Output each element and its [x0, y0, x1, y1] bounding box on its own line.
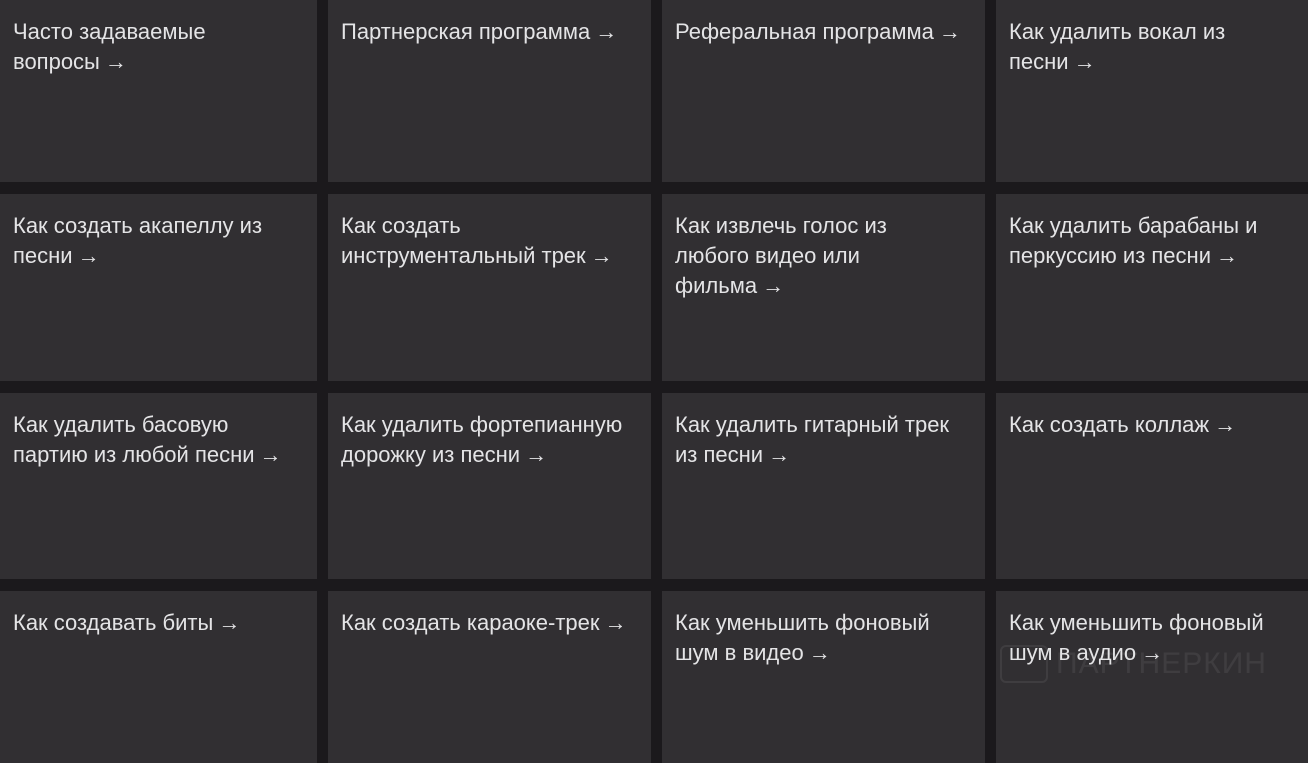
link-tile-label: Как уменьшить фоновый шум в аудио: [1009, 610, 1264, 665]
arrow-right-icon: →: [77, 243, 100, 268]
arrow-right-icon: →: [595, 19, 618, 44]
arrow-right-icon: →: [218, 610, 241, 635]
link-tile[interactable]: Как удалить фортепианную дорожку из песн…: [328, 393, 651, 579]
arrow-right-icon: →: [808, 640, 831, 665]
arrow-right-icon: →: [259, 442, 282, 467]
arrow-right-icon: →: [768, 442, 791, 467]
arrow-right-icon: →: [1073, 49, 1096, 74]
link-tile-label: Как удалить фортепианную дорожку из песн…: [341, 412, 623, 467]
link-tile-label: Как удалить басовую партию из любой песн…: [13, 412, 255, 467]
link-tile[interactable]: Как удалить вокал из песни →: [996, 0, 1308, 182]
link-tile-label: Как удалить гитарный трек из песни: [675, 412, 950, 467]
link-tile[interactable]: Как уменьшить фоновый шум в видео →: [662, 591, 985, 763]
arrow-right-icon: →: [1216, 243, 1238, 268]
link-tile[interactable]: Как удалить басовую партию из любой песн…: [0, 393, 317, 579]
link-tile-label: Как создать инструментальный трек: [341, 213, 586, 268]
arrow-right-icon: →: [604, 610, 627, 635]
arrow-right-icon: →: [104, 49, 127, 74]
link-tile-label: Часто задаваемые вопросы: [13, 19, 206, 74]
arrow-right-icon: →: [938, 19, 961, 44]
link-tile[interactable]: Как извлечь голос из любого видео или фи…: [662, 194, 985, 381]
link-tile-label: Как создать акапеллу из песни: [13, 213, 263, 268]
link-tile[interactable]: Реферальная программа →: [662, 0, 985, 182]
link-tile[interactable]: Как уменьшить фоновый шум в аудио →: [996, 591, 1308, 763]
link-tile[interactable]: Партнерская программа →: [328, 0, 651, 182]
link-tile[interactable]: Как удалить гитарный трек из песни →: [662, 393, 985, 579]
link-tile-label: Как создать коллаж: [1009, 412, 1210, 437]
link-tile-label: Как извлечь голос из любого видео или фи…: [675, 213, 887, 298]
link-tile-label: Как удалить барабаны и перкуссию из песн…: [1009, 213, 1258, 268]
link-tile[interactable]: Как создать акапеллу из песни →: [0, 194, 317, 381]
link-tile[interactable]: Как создавать биты →: [0, 591, 317, 763]
link-tile[interactable]: Как удалить барабаны и перкуссию из песн…: [996, 194, 1308, 381]
link-tile[interactable]: Как создать коллаж →: [996, 393, 1308, 579]
link-tile-label: Как создать караоке-трек: [341, 610, 600, 635]
link-tile-label: Как удалить вокал из песни: [1009, 19, 1226, 74]
link-tile[interactable]: Часто задаваемые вопросы →: [0, 0, 317, 182]
link-tile-label: Партнерская программа: [341, 19, 591, 44]
link-tile-label: Как уменьшить фоновый шум в видео: [675, 610, 930, 665]
arrow-right-icon: →: [1141, 640, 1164, 665]
link-tile-label: Как создавать биты: [13, 610, 214, 635]
link-tile-label: Реферальная программа: [675, 19, 934, 44]
link-tile[interactable]: Как создать караоке-трек →: [328, 591, 651, 763]
arrow-right-icon: →: [1214, 412, 1237, 437]
arrow-right-icon: →: [590, 243, 613, 268]
arrow-right-icon: →: [525, 442, 548, 467]
arrow-right-icon: →: [762, 273, 785, 298]
link-tile[interactable]: Как создать инструментальный трек →: [328, 194, 651, 381]
